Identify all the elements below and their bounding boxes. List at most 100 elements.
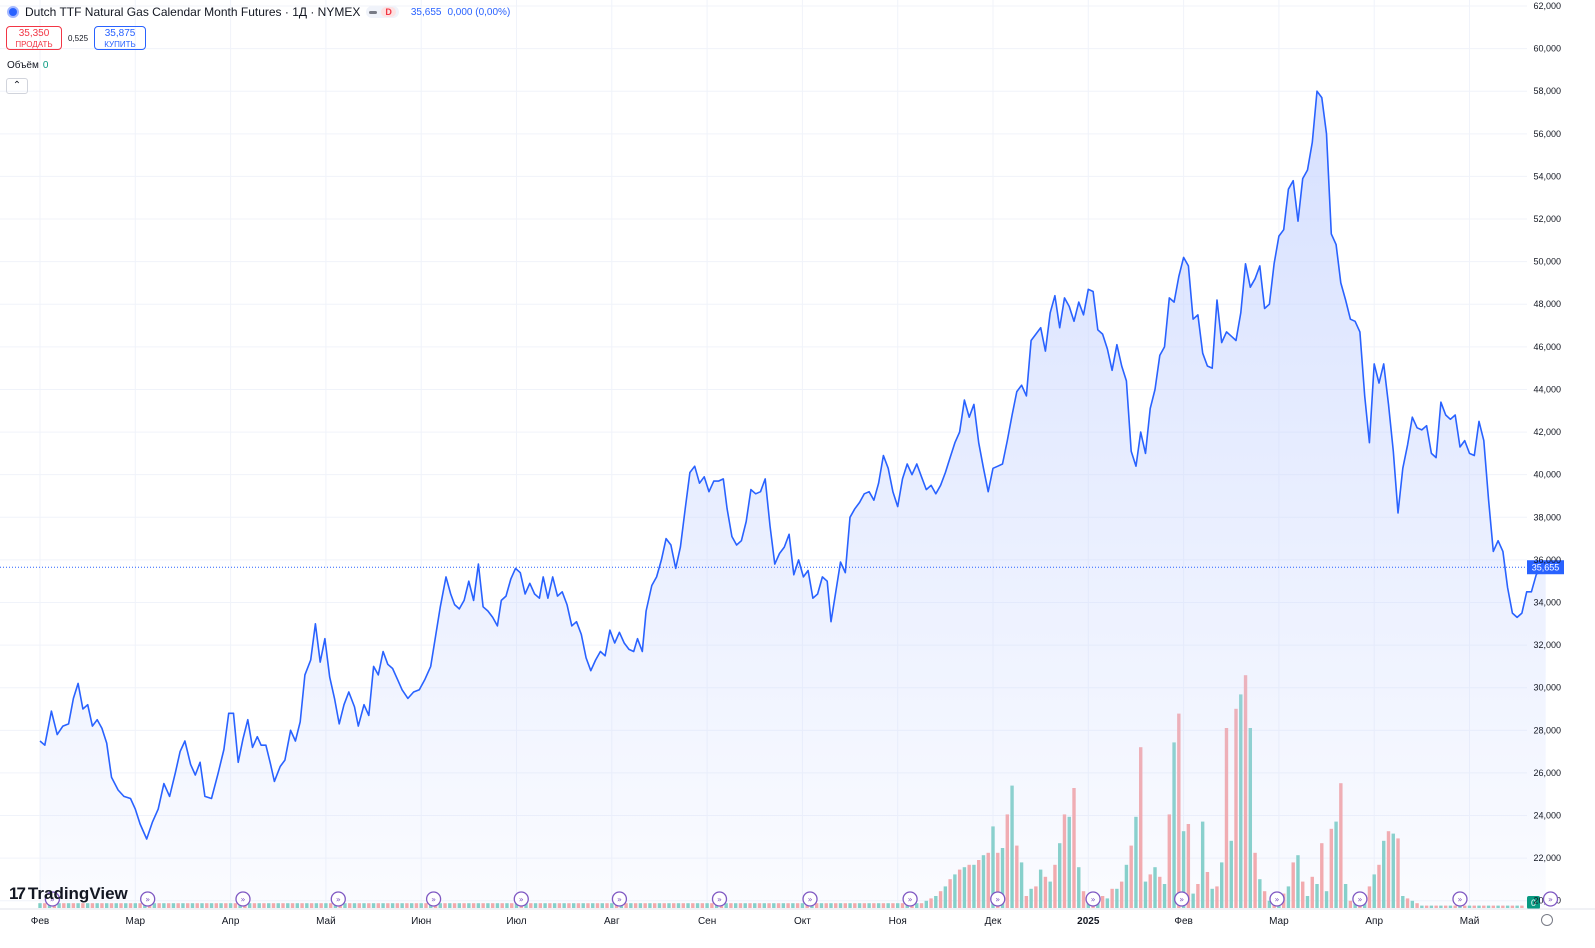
x-tick-label: Апр xyxy=(222,916,240,927)
event-marker-icon: » xyxy=(44,891,61,907)
symbol-title[interactable]: Dutch TTF Natural Gas Calendar Month Fut… xyxy=(25,5,361,19)
price-badge-label: 35,655 xyxy=(1532,563,1560,573)
y-tick-label: 62,000 xyxy=(1533,1,1561,11)
y-tick-label: 56,000 xyxy=(1533,129,1561,139)
event-marker-icon: » xyxy=(711,891,728,907)
y-tick-label: 34,000 xyxy=(1533,597,1561,607)
sell-button[interactable]: 35,350 ПРОДАТЬ xyxy=(6,26,62,50)
svg-text:»: » xyxy=(995,895,1000,904)
y-tick-label: 52,000 xyxy=(1533,214,1561,224)
y-tick-label: 60,000 xyxy=(1533,44,1561,54)
chart-header: Dutch TTF Natural Gas Calendar Month Fut… xyxy=(7,5,510,19)
x-tick-label: Авг xyxy=(604,916,620,927)
x-tick-label: Май xyxy=(1460,916,1480,927)
event-marker-icon: » xyxy=(990,891,1006,907)
buy-price: 35,875 xyxy=(104,28,136,39)
time-axis[interactable]: Фев Мар Апр Май Июн Июл Авг Сен Окт Ноя Дек 2025 Фев… xyxy=(0,908,1595,927)
y-tick-label: 24,000 xyxy=(1533,811,1561,821)
buy-button[interactable]: 35,875 КУПИТЬ xyxy=(94,26,147,50)
indicator-pill[interactable]: D xyxy=(366,6,399,18)
price-badge xyxy=(1527,560,1564,575)
y-tick-label: 38,000 xyxy=(1533,512,1561,522)
x-tick-label: Ноя xyxy=(889,916,907,927)
x-tick-label: Фев xyxy=(1174,916,1192,927)
y-tick-label: 44,000 xyxy=(1533,384,1561,394)
svg-text:»: » xyxy=(717,895,722,904)
svg-text:»: » xyxy=(1179,895,1184,904)
event-marker-icon: » xyxy=(1174,891,1190,907)
event-marker-icon: » xyxy=(611,891,628,907)
volume-badge xyxy=(1527,896,1540,909)
x-tick-label: Июн xyxy=(411,916,431,927)
svg-text:»: » xyxy=(908,895,913,904)
x-tick-label: Сен xyxy=(698,916,716,927)
event-marker-icon: » xyxy=(1352,891,1368,907)
event-marker-icon: » xyxy=(513,891,529,907)
spread-value: 0,525 xyxy=(68,33,89,43)
x-tick-label: Июл xyxy=(506,916,526,927)
chevron-up-icon[interactable]: ⌃ xyxy=(6,78,28,94)
event-marker-icon: » xyxy=(140,891,156,907)
x-tick-label: Фев xyxy=(31,916,49,927)
current-price-line: 35,655 0 xyxy=(0,560,1564,909)
svg-text:»: » xyxy=(1458,895,1463,904)
y-tick-label: 42,000 xyxy=(1533,427,1561,437)
interval-badge[interactable]: D xyxy=(381,7,396,17)
event-marker-icon: » xyxy=(902,891,918,907)
svg-text:»: » xyxy=(1357,895,1362,904)
event-marker-icon: » xyxy=(802,891,818,907)
y-tick-label: 32,000 xyxy=(1533,640,1561,650)
price-change: 0,000 (0,00%) xyxy=(447,6,511,18)
event-marker-icon: » xyxy=(235,891,251,907)
event-marker-icon: » xyxy=(425,891,442,907)
svg-text:»: » xyxy=(808,895,813,904)
price-axis[interactable]: 62,000 60,000 58,000 56,000 54,000 52,000 50,0… xyxy=(1533,1,1561,906)
y-tick-label: 54,000 xyxy=(1533,171,1561,181)
event-marker-icon: » xyxy=(1269,891,1285,907)
svg-text:»: » xyxy=(1275,895,1280,904)
volume-legend[interactable]: Объём 0 xyxy=(7,60,48,71)
trade-panel: 35,350 ПРОДАТЬ 0,525 35,875 КУПИТЬ xyxy=(6,26,147,50)
svg-text:»: » xyxy=(50,895,55,904)
volume-value: 0 xyxy=(42,60,49,71)
event-markers: » » » » » » » » » » » » » » » » » xyxy=(44,891,1559,907)
volume-label: Объём xyxy=(7,60,39,71)
price-line xyxy=(39,90,1546,840)
y-tick-label: 48,000 xyxy=(1533,299,1561,309)
y-tick-label: 50,000 xyxy=(1533,257,1561,267)
y-tick-label: 22,000 xyxy=(1533,853,1561,863)
svg-text:»: » xyxy=(519,895,524,904)
svg-text:»: » xyxy=(145,895,150,904)
x-tick-label: Апр xyxy=(1365,916,1383,927)
event-marker-icon: » xyxy=(1085,891,1101,907)
sell-label: ПРОДАТЬ xyxy=(15,40,53,49)
svg-text:»: » xyxy=(431,895,436,904)
symbol-logo-icon xyxy=(7,6,19,18)
svg-text:»: » xyxy=(1091,895,1096,904)
svg-text:»: » xyxy=(617,895,622,904)
tv-logo-icon: 17 xyxy=(9,884,26,903)
svg-text:»: » xyxy=(336,895,341,904)
y-tick-label: 58,000 xyxy=(1533,86,1561,96)
svg-text:»: » xyxy=(1548,895,1553,904)
logo-text: TradingView xyxy=(27,884,128,903)
minus-icon xyxy=(369,10,378,14)
x-tick-label: Май xyxy=(316,916,336,927)
y-tick-label: 40,000 xyxy=(1533,470,1561,480)
volume-badge-label: 0 xyxy=(1531,898,1536,908)
gear-icon[interactable] xyxy=(1541,914,1553,926)
price-area xyxy=(39,90,1546,908)
sell-price: 35,350 xyxy=(18,28,50,39)
y-tick-label: 28,000 xyxy=(1533,725,1561,735)
event-marker-icon: » xyxy=(1452,891,1468,907)
y-tick-label: 46,000 xyxy=(1533,342,1561,352)
y-tick-label: 36,000 xyxy=(1533,555,1561,565)
tradingview-logo[interactable]: 17 TradingView xyxy=(9,884,128,904)
y-tick-label: 30,000 xyxy=(1533,683,1561,693)
buy-label: КУПИТЬ xyxy=(104,40,136,49)
svg-text:»: » xyxy=(241,895,246,904)
event-marker-icon: » xyxy=(330,891,346,907)
x-tick-label: Окт xyxy=(794,916,811,927)
y-tick-label: 26,000 xyxy=(1533,768,1561,778)
